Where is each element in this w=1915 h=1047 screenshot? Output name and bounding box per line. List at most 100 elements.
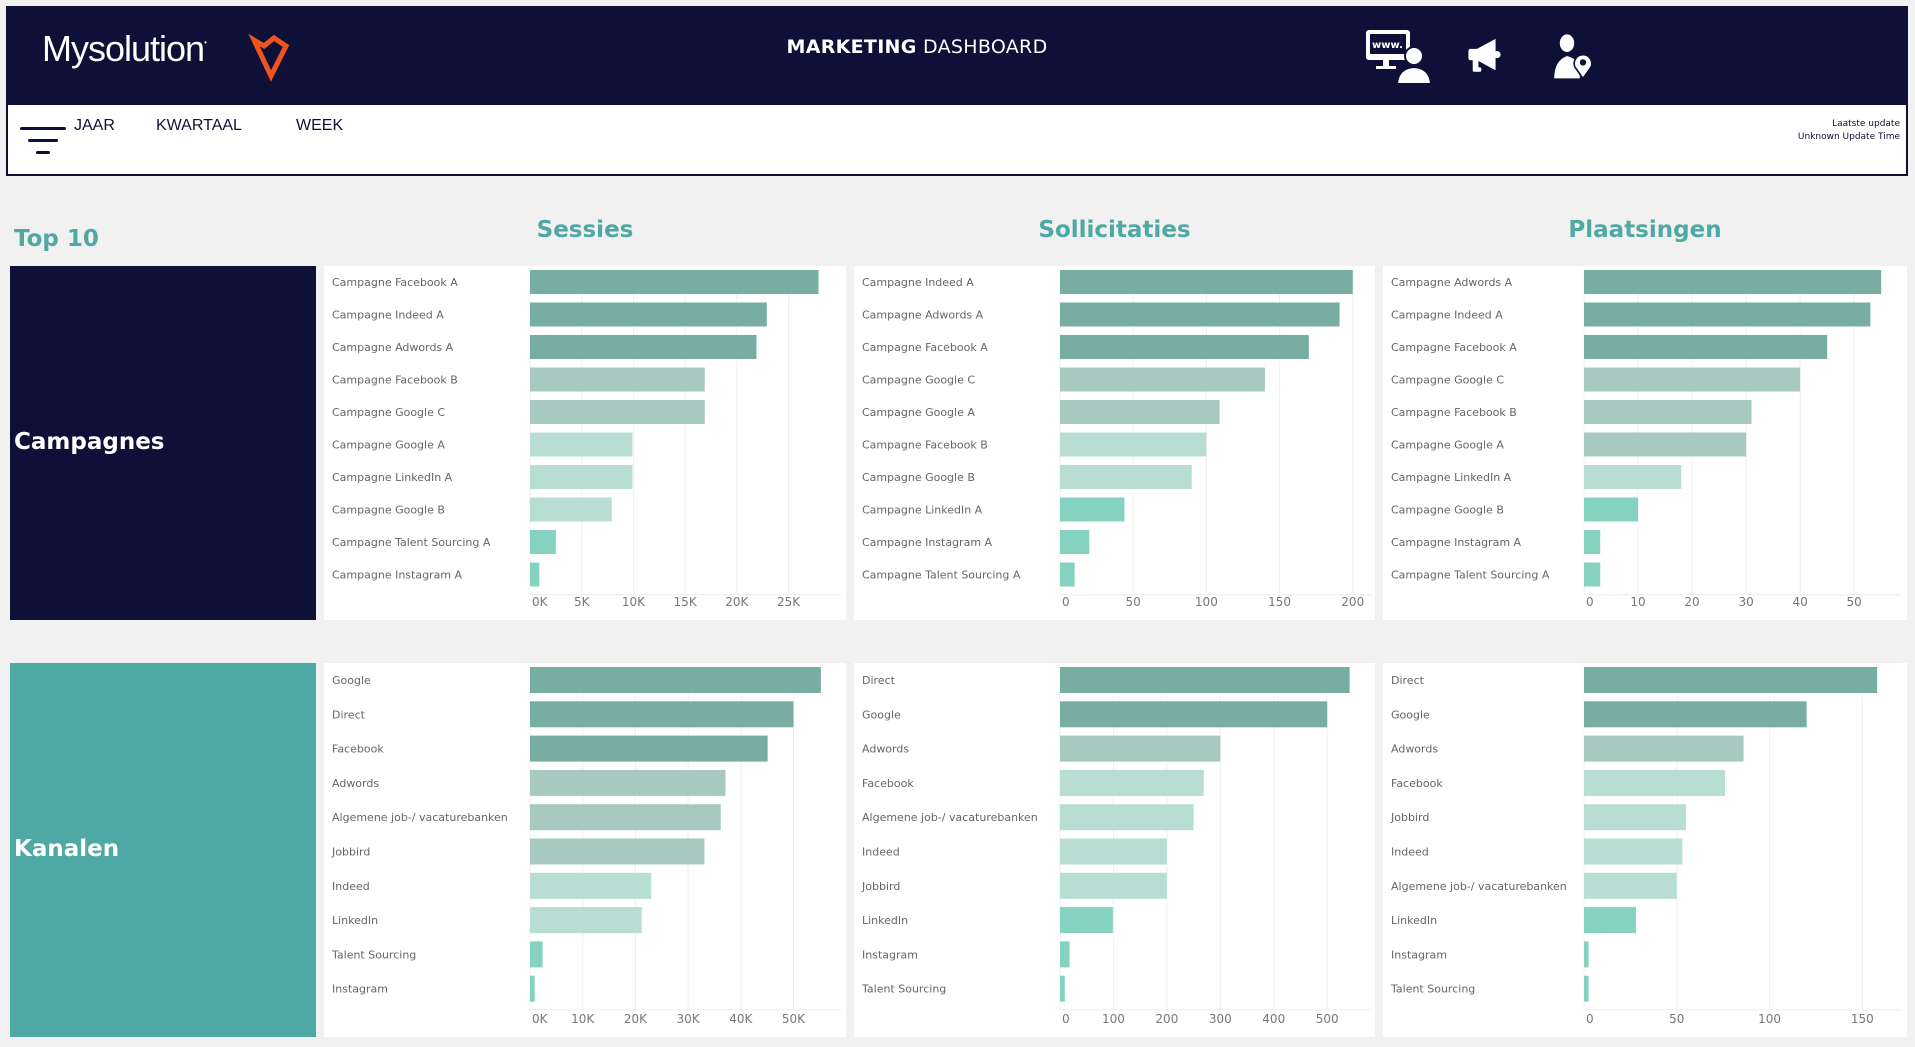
bar[interactable] [530, 838, 705, 865]
bar[interactable] [1060, 701, 1328, 728]
bar[interactable] [1584, 667, 1878, 693]
bar[interactable] [1060, 530, 1090, 554]
bar[interactable] [1584, 367, 1801, 392]
category-label: Campagne Google C [332, 406, 445, 419]
bar[interactable] [1060, 335, 1309, 359]
bar[interactable] [1584, 735, 1744, 762]
bar[interactable] [1060, 367, 1265, 392]
category-label: Campagne Facebook A [1391, 341, 1517, 354]
bar[interactable] [1584, 530, 1601, 554]
bar[interactable] [530, 769, 726, 796]
bar[interactable] [1584, 400, 1752, 424]
filter-tab-week[interactable]: WEEK [296, 117, 344, 134]
bar[interactable] [1060, 838, 1167, 865]
bar[interactable] [1584, 838, 1683, 865]
bar[interactable] [1060, 497, 1125, 522]
bar[interactable] [1060, 667, 1350, 693]
bar[interactable] [1060, 735, 1221, 762]
category-label: Algemene job-/ vacaturebanken [1391, 880, 1567, 893]
bar[interactable] [1584, 975, 1589, 1002]
category-label: Campagne LinkedIn A [862, 504, 983, 517]
header-band: Mysolution• MARKETING DASHBOARD www. [8, 8, 1906, 105]
category-label: Campagne Indeed A [1391, 309, 1503, 322]
campagnes-label: Campagnes [14, 429, 165, 455]
bar[interactable] [1584, 562, 1601, 587]
bar[interactable] [1060, 400, 1220, 424]
bar[interactable] [1584, 872, 1677, 899]
category-label: Campagne Facebook A [862, 341, 988, 354]
bar[interactable] [1584, 497, 1639, 522]
chart-svg: Google Direct Facebook Adwords Algemene job-… [331, 667, 841, 1026]
bar[interactable] [530, 907, 642, 934]
category-label: Jobbird [861, 880, 900, 893]
bar[interactable] [1584, 432, 1747, 457]
bar[interactable] [1060, 432, 1207, 457]
page-title: MARKETING DASHBOARD [8, 36, 1906, 58]
megaphone-icon[interactable] [1467, 26, 1517, 86]
kanalen-label: Kanalen [14, 836, 120, 862]
bar[interactable] [1584, 335, 1828, 359]
bar[interactable] [530, 335, 757, 359]
category-label: Campagne LinkedIn A [332, 471, 453, 484]
bar[interactable] [1060, 302, 1340, 327]
person-location-icon[interactable] [1551, 26, 1607, 86]
chart-svg: Campagne Facebook A Campagne Indeed A Camp… [332, 270, 841, 609]
category-label: Talent Sourcing [331, 948, 416, 961]
mysolution-logo: Mysolution• [42, 28, 207, 69]
bar[interactable] [1060, 975, 1065, 1002]
bar[interactable] [1060, 562, 1075, 587]
category-label: Talent Sourcing [861, 983, 946, 996]
bar[interactable] [1584, 302, 1871, 327]
bar[interactable] [1584, 769, 1726, 796]
bar[interactable] [530, 735, 768, 762]
category-label: Instagram [1391, 948, 1447, 961]
category-label: Campagne Google C [862, 374, 975, 387]
category-label: Campagne Google A [1391, 439, 1504, 452]
bar[interactable] [1060, 769, 1204, 796]
bar[interactable] [1060, 941, 1070, 968]
x-tick-label: 150 [1268, 595, 1291, 609]
category-label: Facebook [1391, 777, 1443, 790]
bar[interactable] [530, 400, 705, 424]
nav-icons: www. [1363, 26, 1607, 86]
chart-campagnes-plaatsingen: Campagne Adwords A Campagne Indeed A Campa… [1383, 266, 1907, 620]
bar[interactable] [530, 530, 556, 554]
bar[interactable] [530, 367, 705, 392]
category-label: Campagne Google B [862, 471, 975, 484]
bar[interactable] [530, 975, 535, 1002]
bar[interactable] [1584, 941, 1589, 968]
x-tick-label: 40K [729, 1012, 753, 1026]
category-label: Campagne Instagram A [1391, 536, 1522, 549]
chart-kanalen-sollicitaties: Direct Google Adwords Facebook Algemene job-… [854, 663, 1375, 1037]
bar[interactable] [1584, 907, 1636, 934]
bar[interactable] [530, 465, 633, 489]
bar[interactable] [1060, 270, 1353, 294]
bar[interactable] [1060, 907, 1113, 934]
bar[interactable] [1584, 804, 1687, 831]
bar[interactable] [530, 941, 543, 968]
bar[interactable] [1060, 465, 1192, 489]
bar[interactable] [1584, 701, 1807, 728]
x-tick-label: 100 [1758, 1012, 1781, 1026]
update-value: Unknown Update Time [1797, 132, 1900, 142]
bar[interactable] [1060, 872, 1167, 899]
bar[interactable] [530, 270, 819, 294]
bar[interactable] [530, 432, 633, 457]
bar[interactable] [530, 497, 612, 522]
bar[interactable] [530, 667, 821, 693]
filter-icon[interactable] [18, 121, 68, 161]
filter-tab-jaar[interactable]: JAAR [74, 117, 115, 134]
x-tick-label: 150 [1851, 1012, 1874, 1026]
x-tick-label: 0K [532, 1012, 549, 1026]
bar[interactable] [1584, 465, 1682, 489]
bar[interactable] [530, 804, 721, 831]
bar[interactable] [1584, 270, 1882, 294]
filter-tab-kwartaal[interactable]: KWARTAAL [156, 117, 242, 134]
bar[interactable] [1060, 804, 1194, 831]
bar[interactable] [530, 701, 794, 728]
web-visitor-icon[interactable]: www. [1363, 26, 1433, 86]
bar[interactable] [530, 872, 652, 899]
bar[interactable] [530, 302, 767, 327]
x-tick-label: 10K [571, 1012, 595, 1026]
bar[interactable] [530, 562, 540, 587]
